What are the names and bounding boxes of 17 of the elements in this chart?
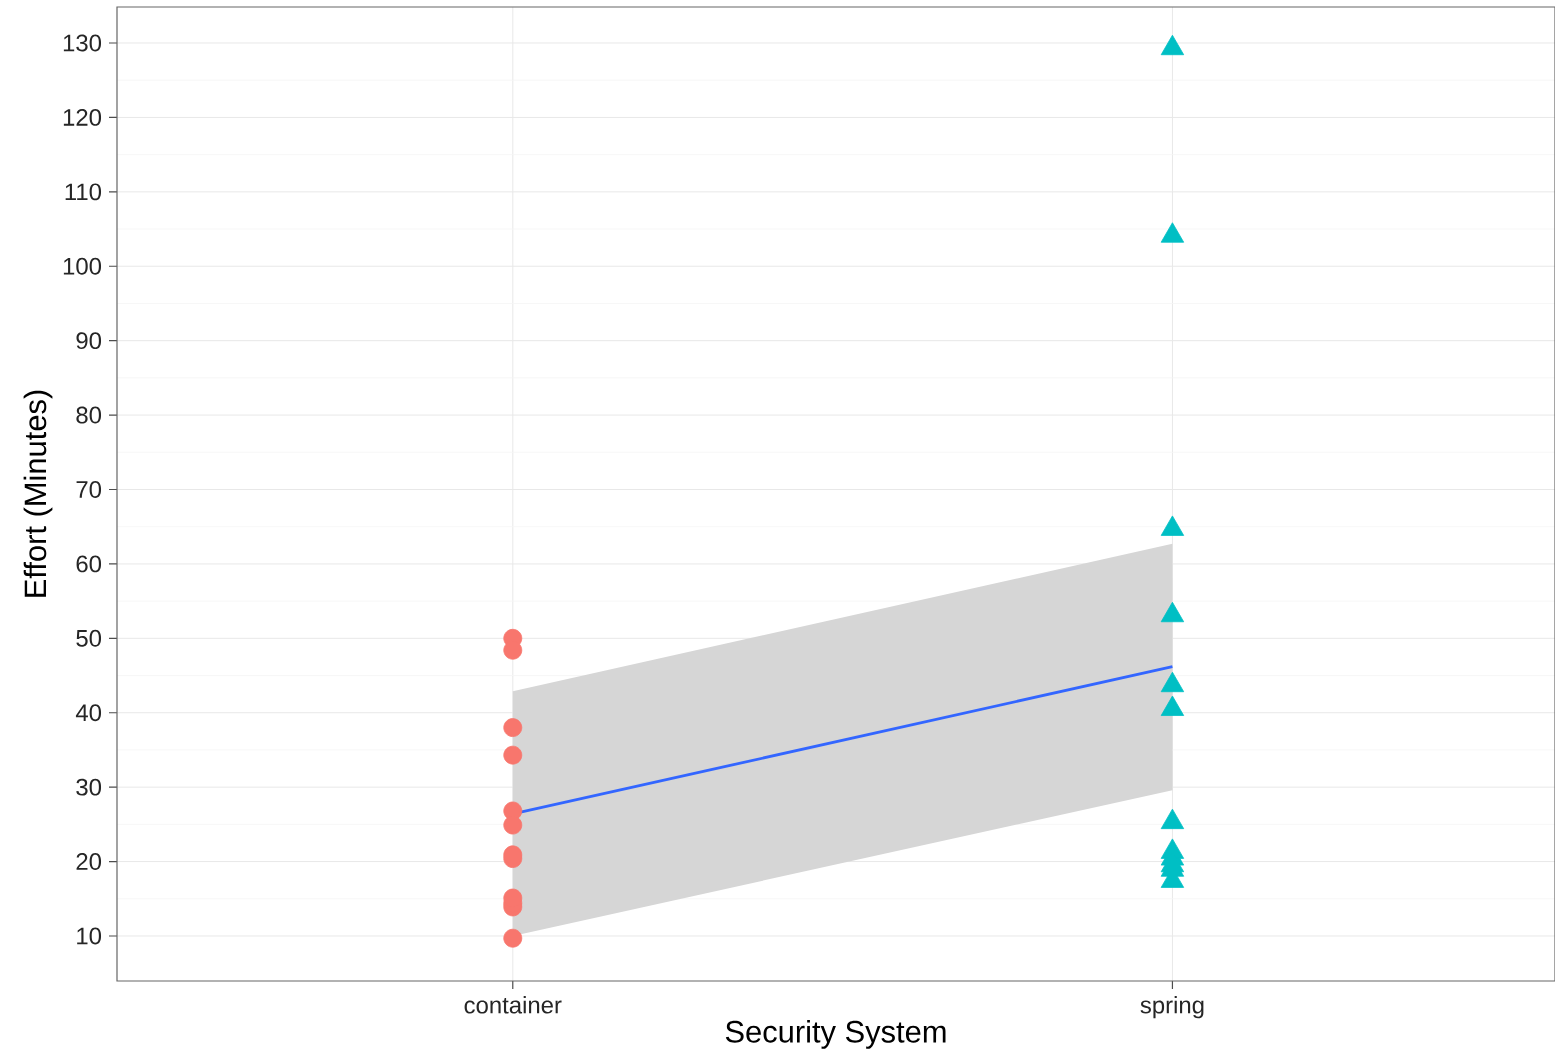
y-tick-label: 70 — [76, 481, 102, 498]
x-tick-label: spring — [1140, 996, 1204, 1019]
y-tick-label: 10 — [77, 927, 102, 945]
y-tick-label: 50 — [76, 629, 102, 647]
y-tick-label: 40 — [75, 704, 102, 722]
y-axis-title: Effort (Minutes) — [23, 390, 53, 597]
y-tick-label: 90 — [76, 332, 102, 350]
y-tick-label: 60 — [76, 555, 102, 573]
y-tick-label: 110 — [65, 183, 102, 201]
y-tick-label: 130 — [63, 34, 102, 52]
y-tick-label: 100 — [63, 257, 102, 275]
x-axis-title: Security System — [725, 1020, 946, 1049]
y-tick-label: 30 — [76, 778, 102, 796]
y-tick-label: 120 — [63, 108, 102, 126]
y-tick-label: 20 — [76, 853, 102, 871]
x-tick-label: container — [464, 996, 562, 1014]
y-tick-label: 80 — [76, 406, 102, 424]
